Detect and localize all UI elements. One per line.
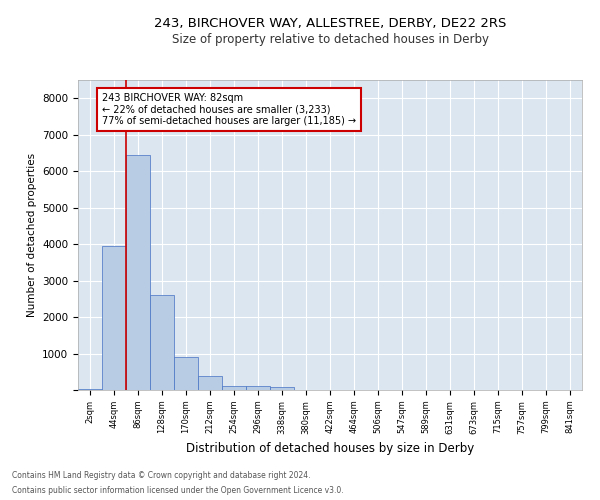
Bar	[246, 386, 270, 390]
Text: 243, BIRCHOVER WAY, ALLESTREE, DERBY, DE22 2RS: 243, BIRCHOVER WAY, ALLESTREE, DERBY, DE…	[154, 18, 506, 30]
Bar	[198, 376, 222, 390]
Bar	[102, 246, 126, 390]
X-axis label: Distribution of detached houses by size in Derby: Distribution of detached houses by size …	[186, 442, 474, 455]
Bar	[78, 389, 102, 390]
Bar	[270, 388, 294, 390]
Bar	[150, 295, 174, 390]
Bar	[222, 386, 246, 390]
Y-axis label: Number of detached properties: Number of detached properties	[26, 153, 37, 317]
Text: Size of property relative to detached houses in Derby: Size of property relative to detached ho…	[172, 32, 488, 46]
Text: 243 BIRCHOVER WAY: 82sqm
← 22% of detached houses are smaller (3,233)
77% of sem: 243 BIRCHOVER WAY: 82sqm ← 22% of detach…	[102, 92, 356, 126]
Text: Contains public sector information licensed under the Open Government Licence v3: Contains public sector information licen…	[12, 486, 344, 495]
Bar	[174, 357, 198, 390]
Bar	[126, 155, 150, 390]
Text: Contains HM Land Registry data © Crown copyright and database right 2024.: Contains HM Land Registry data © Crown c…	[12, 471, 311, 480]
